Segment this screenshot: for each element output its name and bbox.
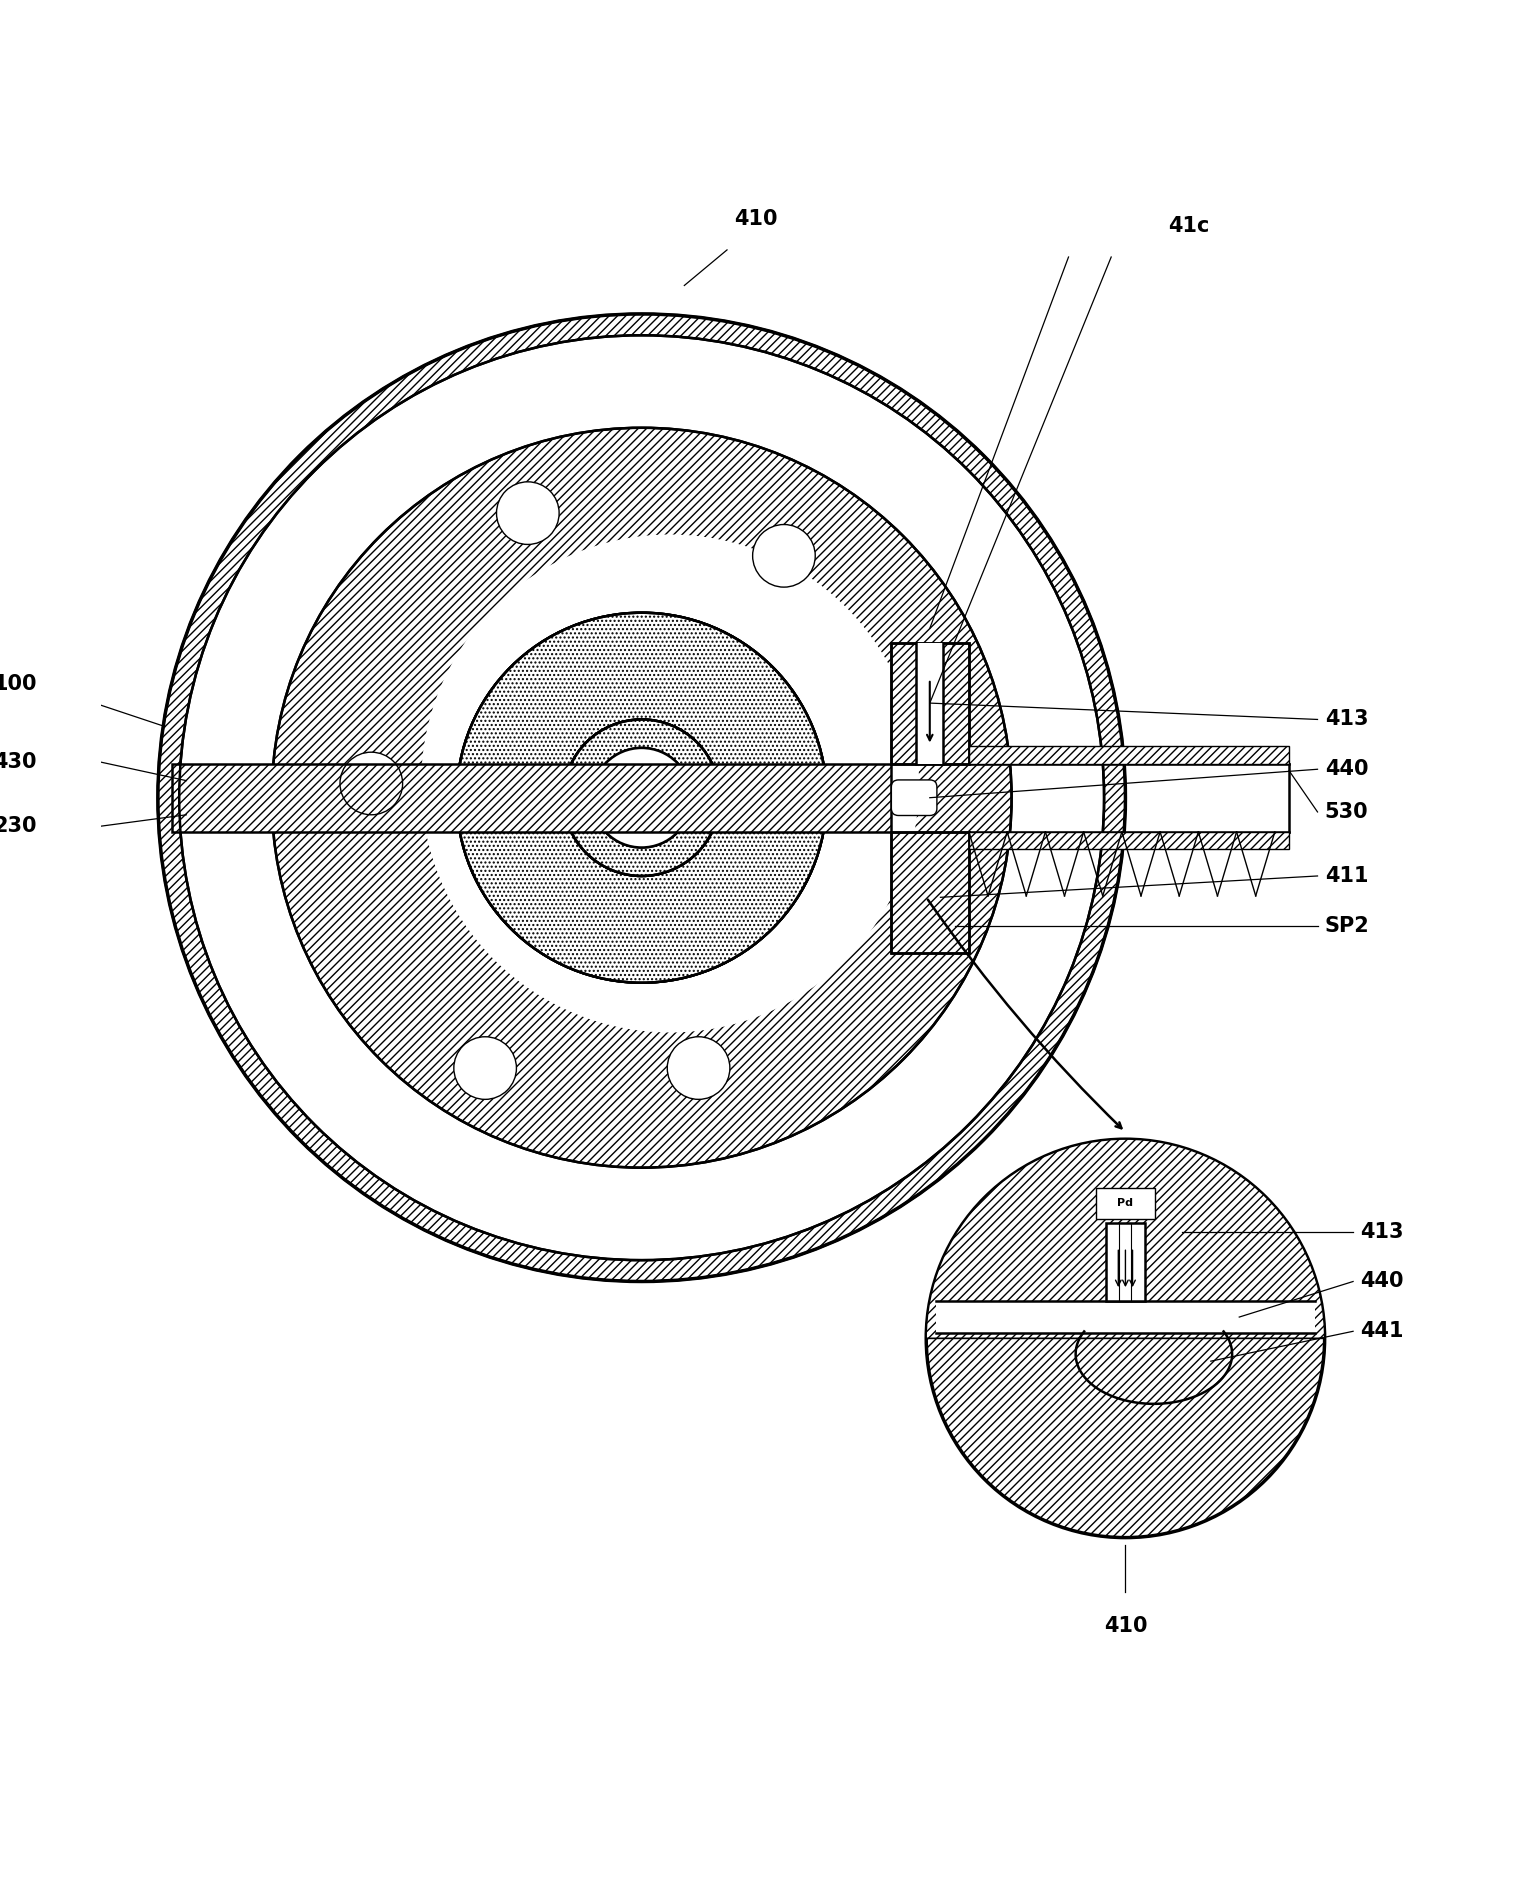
Text: 530: 530	[1325, 803, 1368, 822]
Bar	[969, 746, 1290, 763]
Bar	[1105, 1224, 1146, 1301]
Circle shape	[454, 1036, 516, 1100]
Text: 441: 441	[1360, 1322, 1404, 1340]
Text: 413: 413	[1325, 709, 1368, 729]
Text: 413: 413	[1360, 1222, 1404, 1241]
Bar	[891, 643, 969, 763]
Bar	[891, 643, 969, 763]
Circle shape	[753, 525, 816, 587]
Text: SP2: SP2	[1325, 916, 1369, 936]
Text: 440: 440	[1360, 1271, 1404, 1292]
Circle shape	[564, 720, 720, 876]
Bar	[173, 763, 891, 831]
Circle shape	[591, 748, 692, 848]
Circle shape	[497, 481, 559, 545]
Wedge shape	[926, 1139, 1325, 1339]
Text: 410: 410	[733, 209, 778, 229]
Text: 100: 100	[0, 673, 37, 694]
Text: 41c: 41c	[1167, 216, 1210, 235]
Text: 410: 410	[1103, 1617, 1148, 1636]
Text: 230: 230	[0, 816, 37, 837]
Bar	[969, 831, 1290, 850]
Text: 440: 440	[1325, 760, 1368, 778]
Bar	[937, 1301, 1314, 1333]
Wedge shape	[157, 314, 1126, 1282]
Circle shape	[668, 1036, 730, 1100]
Bar	[891, 831, 969, 953]
Bar	[173, 763, 891, 831]
Circle shape	[272, 429, 1012, 1167]
Text: Pd: Pd	[1117, 1198, 1134, 1209]
Text: 411: 411	[1325, 867, 1368, 885]
Circle shape	[926, 1139, 1325, 1538]
Circle shape	[457, 613, 827, 983]
Circle shape	[157, 314, 1126, 1282]
Circle shape	[591, 748, 692, 848]
Circle shape	[564, 720, 720, 876]
FancyBboxPatch shape	[891, 780, 937, 816]
Circle shape	[422, 534, 920, 1032]
Bar	[937, 1162, 1314, 1301]
Text: 430: 430	[0, 752, 37, 773]
Bar	[917, 643, 943, 763]
Circle shape	[457, 613, 827, 983]
Bar	[891, 831, 969, 953]
Circle shape	[341, 752, 402, 814]
Bar	[1096, 1188, 1155, 1218]
